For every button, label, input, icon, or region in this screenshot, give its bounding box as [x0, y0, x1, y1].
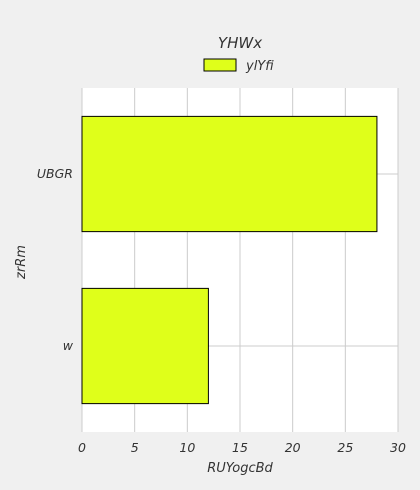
x-tick-label: 30: [390, 440, 406, 455]
legend: ylYfi: [203, 58, 274, 74]
bar-UBGR: [81, 115, 378, 233]
x-tick-label: 25: [337, 440, 353, 455]
y-axis-label: zrRm: [14, 245, 29, 280]
x-tick-label: 0: [78, 440, 86, 455]
x-tick-label: 5: [131, 440, 139, 455]
x-axis-label: RUYogcBd: [207, 461, 273, 476]
y-tick-label: UBGR: [37, 166, 73, 181]
y-tick-label: w: [63, 338, 74, 353]
x-tick-label: 20: [285, 440, 301, 455]
x-tick-label: 15: [232, 440, 248, 455]
bars: [81, 115, 378, 405]
legend-swatch: [203, 58, 237, 72]
x-tick-labels: 0 5 10 15 20 25 30: [78, 440, 406, 455]
bar-w: [81, 287, 209, 405]
chart-title: YHWx: [218, 34, 262, 52]
y-tick-labels: UBGR w: [37, 166, 74, 353]
legend-label: ylYfi: [245, 59, 274, 74]
x-tick-label: 10: [179, 440, 195, 455]
